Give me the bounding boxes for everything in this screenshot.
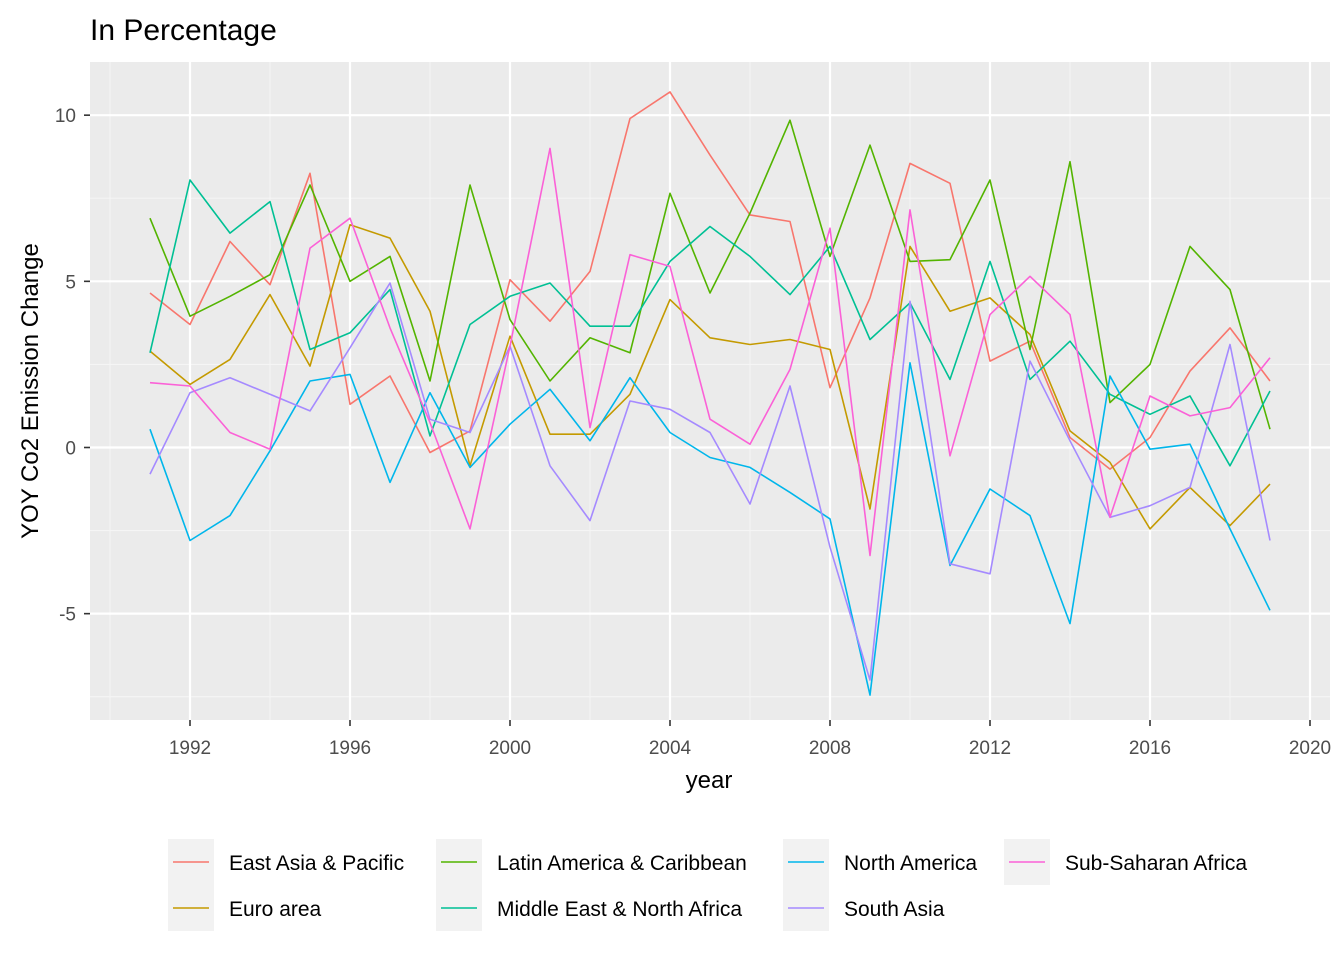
legend-label: Sub-Saharan Africa	[1065, 852, 1247, 875]
series-line	[149, 282, 1271, 681]
legend-label: South Asia	[844, 898, 945, 921]
y-tick-label: 10	[55, 106, 76, 127]
x-tick-label: 1996	[329, 738, 371, 759]
legend-label: East Asia & Pacific	[229, 852, 404, 875]
legend-label: Middle East & North Africa	[497, 898, 742, 921]
series-line	[149, 224, 1271, 530]
series-line	[149, 361, 1271, 696]
legend: East Asia & Pacific Latin America & Carib…	[168, 839, 1247, 931]
y-axis: -5 0 5 10	[55, 106, 90, 626]
minor-gridlines	[90, 62, 1330, 720]
plot-panel	[90, 62, 1330, 720]
major-gridlines	[90, 62, 1330, 720]
series-line	[149, 147, 1271, 557]
x-axis-title: year	[686, 767, 733, 794]
x-tick-label: 2004	[649, 738, 692, 759]
y-tick-label: -5	[59, 605, 76, 626]
y-axis-title: YOY Co2 Emission Change	[17, 243, 44, 539]
x-tick-label: 2016	[1129, 738, 1171, 759]
series-lines	[149, 91, 1271, 696]
legend-label: Latin America & Caribbean	[497, 852, 747, 875]
y-tick-label: 5	[65, 272, 76, 293]
legend-label: Euro area	[229, 898, 322, 921]
x-tick-label: 2008	[809, 738, 851, 759]
y-tick-label: 0	[65, 438, 76, 459]
x-tick-label: 2020	[1289, 738, 1331, 759]
legend-label: North America	[844, 852, 977, 875]
x-tick-label: 1992	[169, 738, 211, 759]
x-tick-label: 2000	[489, 738, 531, 759]
series-line	[149, 119, 1271, 430]
chart-title: In Percentage	[90, 14, 277, 47]
x-axis: 1992 1996 2000 2004 2008 2012 2016 2020	[169, 720, 1331, 759]
series-line	[149, 179, 1271, 467]
series-line	[149, 91, 1271, 470]
x-tick-label: 2012	[969, 738, 1011, 759]
